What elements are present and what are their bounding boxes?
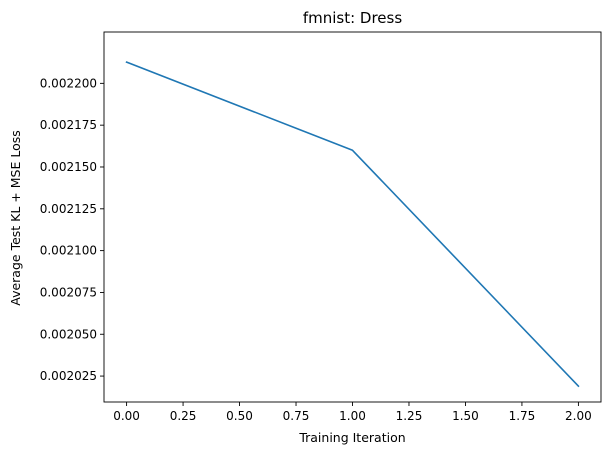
y-tick-label: 0.002150 — [40, 160, 97, 174]
x-tick-label: 2.00 — [565, 409, 592, 423]
y-tick-label: 0.002125 — [40, 202, 97, 216]
chart-title: fmnist: Dress — [303, 9, 403, 27]
x-tick-label: 1.50 — [452, 409, 479, 423]
plot-area: 0.00 0.25 0.50 0.75 1.00 1.25 1.50 1.75 2.00 0.00… — [40, 31, 602, 423]
y-tick-label: 0.002175 — [40, 118, 97, 132]
x-tick-label: 1.75 — [509, 409, 536, 423]
y-tick-label: 0.002200 — [40, 76, 97, 90]
y-tick-label: 0.002050 — [40, 327, 97, 341]
x-axis-label: Training Iteration — [298, 430, 405, 445]
axes-frame — [103, 31, 602, 403]
y-tick-label: 0.002075 — [40, 285, 97, 299]
series-line-0 — [125, 61, 580, 388]
y-tick-label: 0.002100 — [40, 244, 97, 258]
x-tick-label: 0.25 — [170, 409, 197, 423]
x-tick-label: 0.50 — [226, 409, 253, 423]
y-tick-label: 0.002025 — [40, 369, 97, 383]
x-tick-label: 1.25 — [396, 409, 423, 423]
y-axis-label: Average Test KL + MSE Loss — [8, 130, 23, 305]
x-tick-label: 0.75 — [283, 409, 310, 423]
x-tick-label: 0.00 — [113, 409, 140, 423]
x-tick-label: 1.00 — [339, 409, 366, 423]
